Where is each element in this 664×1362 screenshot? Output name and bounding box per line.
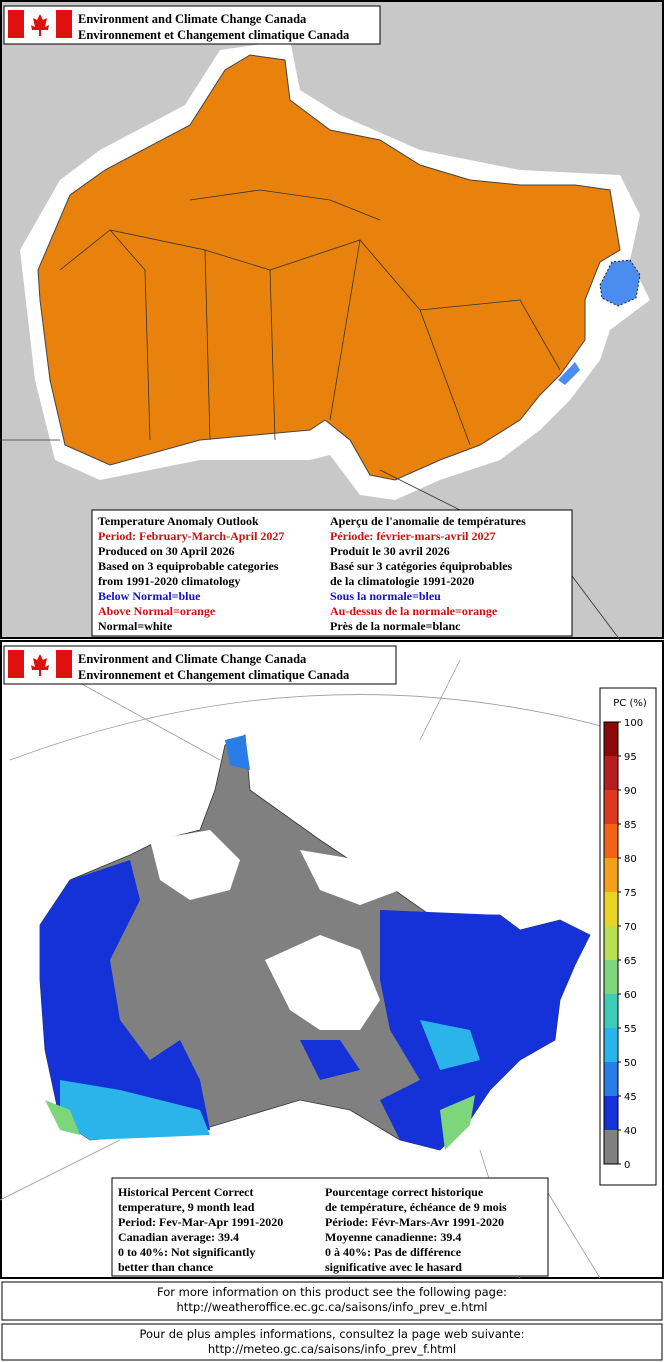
flag bbox=[8, 10, 72, 38]
flag bbox=[8, 650, 72, 678]
legend-swatch bbox=[604, 892, 618, 926]
legend-tick-label: 80 bbox=[624, 854, 637, 865]
legend-swatch bbox=[604, 756, 618, 790]
info-line: Au-dessus de la normale=orange bbox=[330, 604, 498, 618]
legend-swatch bbox=[604, 960, 618, 994]
info-line: Temperature Anomaly Outlook bbox=[98, 514, 259, 528]
legend-tick-label: 50 bbox=[624, 1058, 637, 1069]
below-normal-area bbox=[599, 259, 641, 307]
info-line: significative avec le hasard bbox=[325, 1260, 462, 1274]
info-line: Aperçu de l'anomalie de températures bbox=[330, 514, 526, 528]
legend-tick-label: 100 bbox=[624, 718, 643, 729]
info-line: better than chance bbox=[118, 1260, 214, 1274]
info-box bbox=[91, 509, 573, 637]
above-normal-area bbox=[37, 54, 621, 481]
legend-swatch bbox=[604, 926, 618, 960]
info-line: Produit le 30 avril 2026 bbox=[330, 544, 450, 558]
info-line: Normal=white bbox=[98, 619, 173, 633]
legend-frame bbox=[603, 721, 619, 1165]
info-box bbox=[111, 1177, 549, 1277]
footer-line: For more information on this product see… bbox=[157, 1285, 507, 1299]
header-line: Environment and Climate Change Canada bbox=[78, 652, 307, 666]
info-line: Canadian average: 39.4 bbox=[118, 1230, 239, 1244]
info-line: 0 à 40%: Pas de différence bbox=[325, 1245, 462, 1259]
legend-swatch bbox=[604, 858, 618, 892]
footer-link: http://meteo.gc.ca/saisons/info_prev_f.h… bbox=[208, 1342, 456, 1356]
info-line: Period: February-March-April 2027 bbox=[98, 529, 284, 543]
info-line: Historical Percent Correct bbox=[118, 1185, 254, 1199]
header-line: Environment and Climate Change Canada bbox=[78, 12, 307, 26]
info-line: Période: février-mars-avril 2027 bbox=[330, 529, 495, 543]
legend-tick-label: 45 bbox=[624, 1092, 637, 1103]
info-line: Produced on 30 April 2026 bbox=[98, 544, 234, 558]
legend-swatch bbox=[604, 1130, 618, 1164]
legend-tick-label: 60 bbox=[624, 990, 637, 1001]
info-line: Above Normal=orange bbox=[98, 604, 216, 618]
legend-swatch bbox=[604, 824, 618, 858]
info-line: Sous la normale=bleu bbox=[330, 589, 441, 603]
footer-box bbox=[1, 1323, 663, 1361]
info-line: Based on 3 equiprobable categories bbox=[98, 559, 279, 573]
legend-swatch bbox=[604, 1062, 618, 1096]
info-line: from 1991-2020 climatology bbox=[98, 574, 240, 588]
legend-swatch bbox=[604, 722, 618, 756]
footer-box bbox=[1, 1281, 663, 1321]
header-line: Environnement et Changement climatique C… bbox=[78, 28, 350, 42]
legend-tick-label: 85 bbox=[624, 820, 637, 831]
footer-link: http://weatheroffice.ec.gc.ca/saisons/in… bbox=[177, 1300, 488, 1314]
legend-tick-label: 65 bbox=[624, 956, 637, 967]
hudson-bay bbox=[265, 935, 380, 1030]
legend: 0 40 45 50 55 60 65 70 75 80 85 90 95 100 bbox=[603, 718, 643, 1171]
below-normal-area bbox=[558, 362, 580, 385]
info-line: temperature, 9 month lead bbox=[118, 1200, 255, 1214]
skill-areas bbox=[40, 735, 590, 1150]
legend-tick-label: 40 bbox=[624, 1126, 637, 1137]
info-line: Moyenne canadienne: 39.4 bbox=[325, 1230, 461, 1244]
legend-tick-label: 55 bbox=[624, 1024, 637, 1035]
legend-tick-label: 75 bbox=[624, 888, 637, 899]
legend-swatch bbox=[604, 790, 618, 824]
info-line: de température, échéance de 9 mois bbox=[325, 1200, 507, 1214]
legend-tick-label: 70 bbox=[624, 922, 637, 933]
info-line: Période: Févr-Mars-Avr 1991-2020 bbox=[325, 1215, 504, 1229]
header-line: Environnement et Changement climatique C… bbox=[78, 668, 350, 682]
info-line: de la climatologie 1991-2020 bbox=[330, 574, 474, 588]
legend-swatch bbox=[604, 1028, 618, 1062]
footer-line: Pour de plus amples informations, consul… bbox=[139, 1327, 524, 1341]
info-line: Period: Fev-Mar-Apr 1991-2020 bbox=[118, 1215, 283, 1229]
legend-swatch bbox=[604, 994, 618, 1028]
info-line: Pourcentage correct historique bbox=[325, 1185, 484, 1199]
info-line: Below Normal=blue bbox=[98, 589, 201, 603]
legend-tick-label: 0 bbox=[624, 1160, 630, 1171]
info-line: 0 to 40%: Not significantly bbox=[118, 1245, 255, 1259]
legend-tick-label: 95 bbox=[624, 752, 637, 763]
arctic-water bbox=[150, 830, 240, 900]
arctic-water bbox=[300, 850, 400, 905]
legend-tick-label: 90 bbox=[624, 786, 637, 797]
legend-title: PC (%) bbox=[613, 698, 647, 709]
info-line: Basé sur 3 catégories équiprobables bbox=[330, 559, 513, 573]
info-line: Près de la normale=blanc bbox=[330, 619, 461, 633]
legend-swatch bbox=[604, 1096, 618, 1130]
